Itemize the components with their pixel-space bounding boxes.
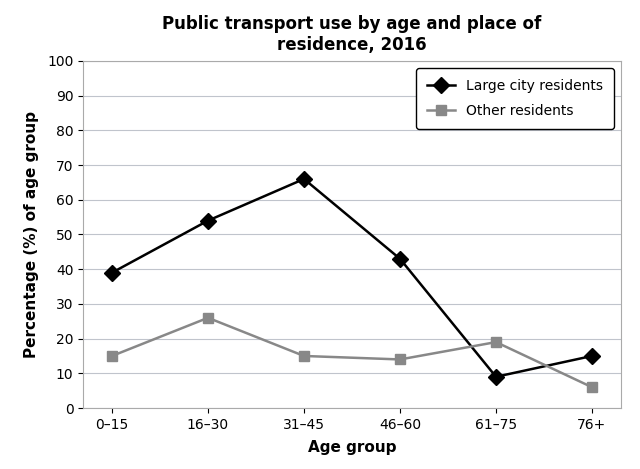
Other residents: [492, 339, 500, 345]
Other residents: [204, 315, 212, 321]
Other residents: [300, 353, 308, 359]
Y-axis label: Percentage (%) of age group: Percentage (%) of age group: [24, 111, 39, 358]
Line: Large city residents: Large city residents: [106, 174, 598, 382]
Title: Public transport use by age and place of
residence, 2016: Public transport use by age and place of…: [163, 15, 541, 54]
Large city residents: [396, 256, 404, 262]
Large city residents: [204, 218, 212, 223]
Large city residents: [492, 374, 500, 379]
Other residents: [588, 385, 596, 390]
Legend: Large city residents, Other residents: Large city residents, Other residents: [416, 68, 614, 129]
X-axis label: Age group: Age group: [308, 440, 396, 455]
Large city residents: [300, 176, 308, 182]
Line: Other residents: Other residents: [107, 313, 597, 392]
Large city residents: [108, 270, 116, 275]
Large city residents: [588, 353, 596, 359]
Other residents: [396, 356, 404, 362]
Other residents: [108, 353, 116, 359]
